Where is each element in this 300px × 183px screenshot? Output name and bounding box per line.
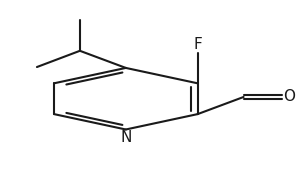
Text: O: O xyxy=(284,89,296,104)
Text: N: N xyxy=(120,130,131,145)
Text: F: F xyxy=(193,37,202,52)
